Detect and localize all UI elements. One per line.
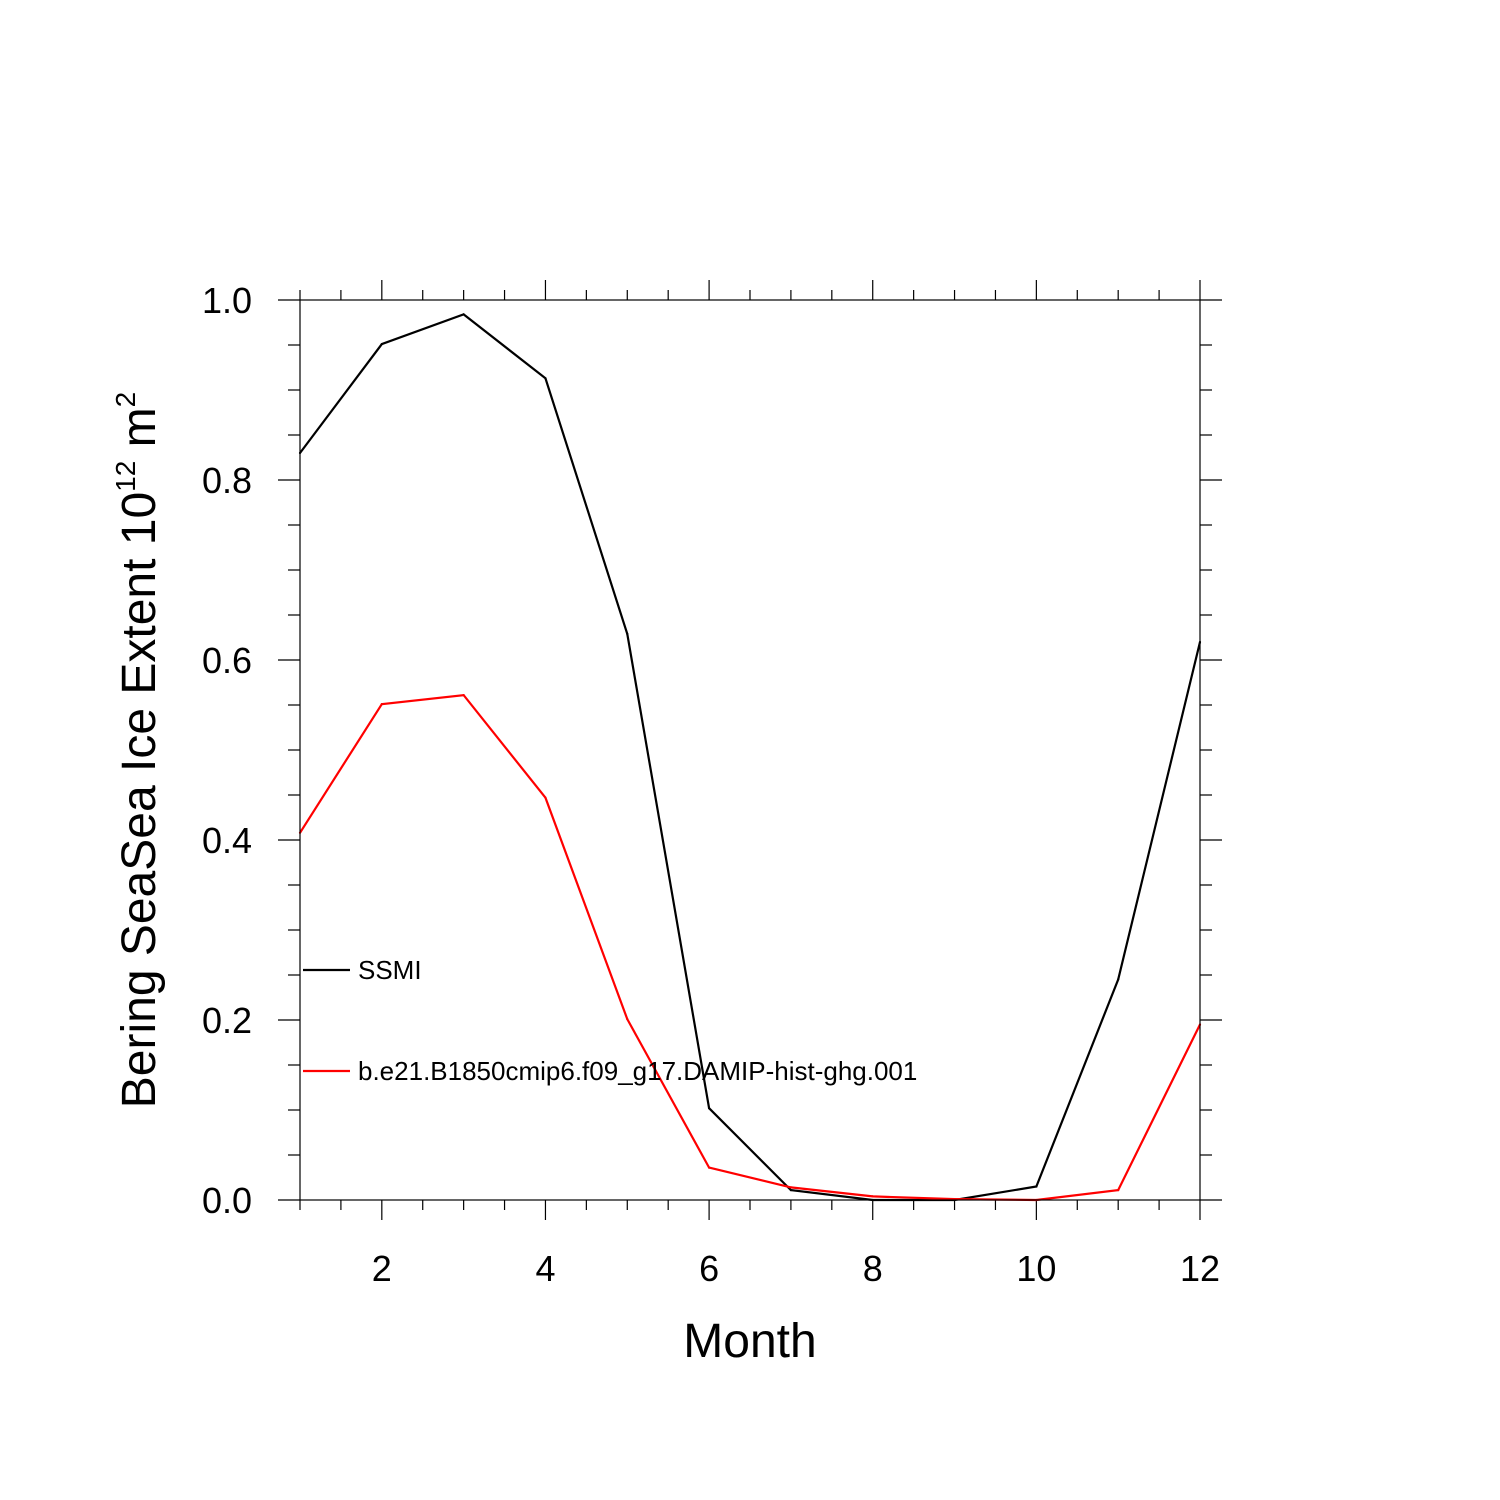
legend-label: SSMI <box>358 955 422 985</box>
x-tick-label: 4 <box>535 1248 555 1289</box>
x-axis-title: Month <box>683 1315 816 1368</box>
series-layer <box>298 313 1202 1202</box>
series-2-point <box>871 1195 874 1198</box>
series-1-point <box>462 313 465 316</box>
y-tick-label: 0.4 <box>202 820 252 861</box>
series-line-1 <box>299 313 1202 1202</box>
plot-frame <box>299 299 1201 1201</box>
series-1-point <box>1035 1185 1038 1188</box>
y-axis-title-unit: m <box>113 407 166 460</box>
y-tick-label: 0.0 <box>202 1180 252 1221</box>
series-2-point <box>1117 1189 1120 1192</box>
x-tick-label: 2 <box>372 1248 392 1289</box>
series-line-2 <box>299 693 1201 1202</box>
tick-labels: 2 4 6 8 10 12 0.0 0.2 0.4 0.6 0.8 1.0 <box>202 280 1220 1289</box>
y-axis-title-unit-exponent: 2 <box>110 392 141 408</box>
axis-ticks <box>278 280 1222 1220</box>
series-2-point <box>380 703 383 706</box>
series-1-point <box>789 1189 793 1192</box>
y-axis-title: Bering SeaSea Ice Extent 1012 m2 <box>110 392 166 1108</box>
y-tick-label: 1.0 <box>202 280 252 321</box>
y-tick-label: 0.6 <box>202 640 252 681</box>
legend-label: b.e21.B1850cmip6.f09_g17.DAMIP-hist-ghg.… <box>358 1056 917 1086</box>
x-tick-label: 8 <box>863 1248 883 1289</box>
legend: SSMI b.e21.B1850cmip6.f09_g17.DAMIP-hist-… <box>303 955 917 1086</box>
series-2-point <box>544 796 547 799</box>
y-tick-label: 0.2 <box>202 1000 252 1041</box>
y-tick-label: 0.8 <box>202 460 252 501</box>
series-2-point <box>707 1166 711 1169</box>
series-1-point <box>626 632 629 636</box>
series-1-point <box>707 1107 711 1110</box>
series-2-point <box>789 1186 793 1189</box>
x-tick-label: 12 <box>1180 1248 1220 1289</box>
x-tick-label: 10 <box>1016 1248 1056 1289</box>
x-tick-label: 6 <box>699 1248 719 1289</box>
y-axis-title-prefix: Bering SeaSea Ice Extent 10 <box>113 492 166 1108</box>
series-1-point <box>380 343 383 346</box>
series-2-point <box>462 694 465 697</box>
series-1-point <box>1117 978 1120 981</box>
series-1-point <box>544 377 547 380</box>
y-axis-title-exponent: 12 <box>110 461 141 492</box>
series-2-point <box>626 1018 629 1021</box>
